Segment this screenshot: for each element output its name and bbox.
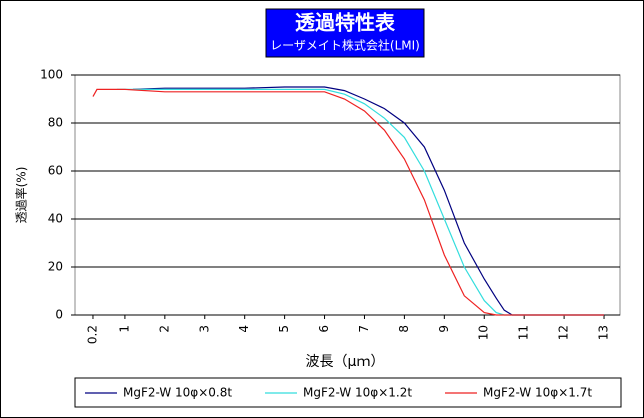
x-tick-label: 0.2 [85, 325, 99, 344]
x-tick-label: 11 [517, 325, 531, 340]
series-line [92, 88, 605, 316]
x-tick-label: 5 [277, 325, 291, 333]
y-axis-label: 透過率(%) [14, 167, 29, 224]
y-tick-label: 20 [48, 260, 63, 274]
chart-title: 透過特性表 [295, 11, 396, 35]
y-tick-label: 80 [48, 116, 63, 130]
series-line [116, 88, 605, 316]
legend-label: MgF2-W 10φ×0.8t [123, 386, 232, 400]
y-tick-label: 60 [48, 164, 63, 178]
chart-subtitle: レーザメイト株式会社(LMI) [270, 38, 420, 53]
legend [74, 377, 622, 408]
x-axis-label: 波長（μｍ） [306, 354, 385, 370]
x-tick-label: 8 [397, 325, 411, 333]
x-tick-label: 2 [157, 325, 171, 333]
x-tick-label: 4 [237, 325, 251, 333]
x-tick-label: 10 [477, 325, 491, 340]
y-tick-label: 40 [48, 212, 63, 226]
x-tick-label: 7 [357, 325, 371, 333]
legend-label: MgF2-W 10φ×1.2t [303, 386, 412, 400]
x-tick-label: 1 [117, 325, 131, 333]
x-tick-label: 9 [437, 325, 451, 333]
x-tick-label: 3 [197, 325, 211, 333]
legend-label: MgF2-W 10φ×1.7t [483, 386, 592, 400]
x-tick-label: 13 [597, 325, 611, 340]
x-tick-label: 12 [557, 325, 571, 340]
series-line [132, 86, 605, 316]
title-box [265, 8, 425, 58]
y-tick-label: 0 [55, 308, 63, 322]
x-tick-label: 6 [317, 325, 331, 333]
y-tick-label: 100 [40, 68, 63, 82]
plot-area [74, 74, 621, 316]
